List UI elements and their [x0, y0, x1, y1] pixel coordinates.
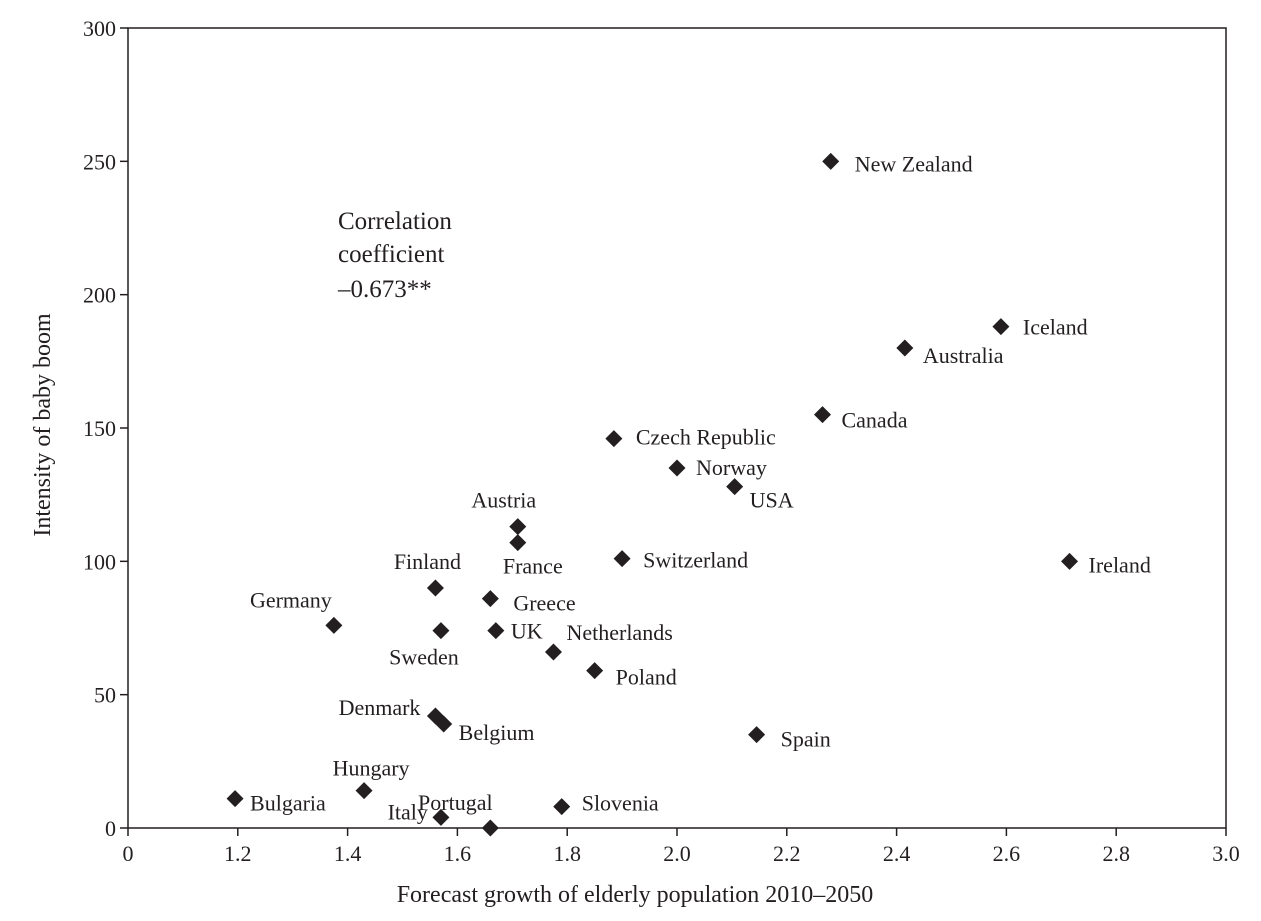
data-point-marker [355, 782, 373, 800]
data-point-label: Switzerland [643, 548, 748, 573]
data-point-label: Australia [923, 343, 1004, 368]
data-point-marker [487, 622, 505, 640]
data-point-label: Czech Republic [636, 425, 776, 450]
data-point-marker [748, 726, 766, 744]
x-tick-label: 2.0 [663, 841, 691, 866]
x-tick-label: 2.8 [1102, 841, 1130, 866]
data-point-label: New Zealand [855, 151, 973, 176]
data-point-marker [325, 616, 343, 634]
data-point-label: Belgium [459, 720, 535, 745]
data-point-marker [481, 819, 499, 837]
data-points [226, 152, 1079, 837]
data-point-marker [605, 430, 623, 448]
data-point-marker [226, 790, 244, 808]
data-point-marker [432, 808, 450, 826]
annotation-line-3: –0.673** [337, 276, 432, 303]
y-tick-label: 0 [105, 816, 116, 841]
y-tick-label: 50 [94, 683, 116, 708]
data-point-marker [896, 339, 914, 357]
data-point-marker [432, 622, 450, 640]
data-point-label: Denmark [339, 695, 421, 720]
data-point-marker [553, 798, 571, 816]
x-tick-label: 1.2 [224, 841, 252, 866]
x-tick-label: 2.4 [883, 841, 911, 866]
y-tick-label: 300 [83, 16, 116, 41]
y-tick-label: 100 [83, 549, 116, 574]
data-point-label: Finland [394, 549, 461, 574]
data-point-label: Spain [781, 727, 831, 752]
data-point-label: Iceland [1023, 315, 1088, 340]
data-point-label: Slovenia [582, 791, 659, 816]
data-point-label: Italy [388, 799, 428, 824]
data-point-marker [1061, 552, 1079, 570]
y-axis-label: Intensity of baby boom [30, 313, 56, 537]
y-tick-label: 200 [83, 283, 116, 308]
data-point-marker [544, 643, 562, 661]
data-point-marker [435, 715, 453, 733]
data-point-marker [509, 534, 527, 552]
y-tick-label: 250 [83, 149, 116, 174]
point-labels: New Zealand Iceland Australia Canada Czech R… [250, 151, 1151, 824]
data-point-marker [668, 459, 686, 477]
data-point-label: Germany [250, 587, 332, 612]
data-point-label: Austria [471, 488, 536, 513]
data-point-marker [481, 590, 499, 608]
data-point-marker [822, 152, 840, 170]
x-tick-label: 1.4 [334, 841, 362, 866]
data-point-label: Norway [696, 455, 767, 480]
x-tick-label: 2.6 [993, 841, 1021, 866]
y-axis: 0 50 100 150 200 250 300 [83, 16, 128, 841]
data-point-label: Portugal [418, 790, 493, 815]
x-axis: 0 1.2 1.4 1.6 1.8 2.0 2.2 2.4 2.6 2.8 3.0 [123, 828, 1240, 866]
data-point-label: Hungary [333, 756, 410, 781]
data-point-label: Bulgaria [250, 791, 326, 816]
data-point-label: Netherlands [566, 620, 672, 645]
data-point-marker [992, 318, 1010, 336]
data-point-label: Sweden [389, 645, 459, 670]
data-point-marker [813, 406, 831, 424]
y-tick-label: 150 [83, 416, 116, 441]
x-axis-label: Forecast growth of elderly population 20… [397, 882, 874, 908]
x-tick-label: 1.8 [553, 841, 581, 866]
annotation-line-1: Correlation [338, 208, 452, 235]
data-point-label: Canada [841, 408, 907, 433]
data-point-marker [726, 478, 744, 496]
data-point-marker [426, 579, 444, 597]
correlation-annotation: Correlation coefficient –0.673** [337, 208, 458, 303]
x-tick-label: 0 [123, 841, 134, 866]
data-point-label: Greece [513, 591, 575, 616]
data-point-label: Ireland [1089, 552, 1151, 577]
data-point-marker [586, 662, 604, 680]
data-point-label: Poland [616, 665, 677, 690]
data-point-label: UK [511, 619, 543, 644]
annotation-line-2: coefficient [338, 241, 444, 268]
x-tick-label: 1.6 [444, 841, 472, 866]
data-point-label: USA [750, 488, 794, 513]
x-tick-label: 2.2 [773, 841, 801, 866]
data-point-marker [613, 550, 631, 568]
data-point-label: France [503, 554, 563, 579]
x-tick-label: 3.0 [1212, 841, 1240, 866]
data-point-marker [509, 518, 527, 536]
